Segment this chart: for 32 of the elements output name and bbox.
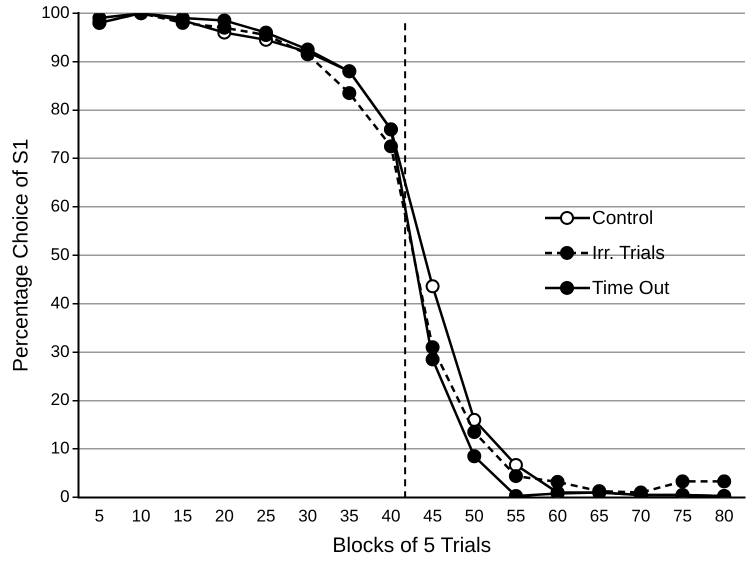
x-tick-label: 80 xyxy=(714,506,734,526)
x-tick-label: 55 xyxy=(506,506,526,526)
x-axis-title: Blocks of 5 Trials xyxy=(332,534,492,558)
y-tick-label: 80 xyxy=(50,100,70,119)
y-tick-label: 60 xyxy=(50,196,70,216)
x-tick-label: 65 xyxy=(590,506,609,526)
y-tick-label: 50 xyxy=(50,244,70,264)
y-tick-label: 20 xyxy=(50,390,70,410)
x-tick-label: 15 xyxy=(173,506,192,526)
x-tick-label: 10 xyxy=(132,506,151,526)
x-tick-label: 75 xyxy=(673,506,692,526)
x-tick-label: 45 xyxy=(423,506,442,526)
legend-label: Control xyxy=(592,208,654,230)
y-tick-label: 70 xyxy=(50,148,70,168)
x-tick-label: 70 xyxy=(631,506,650,526)
y-tick-label: 30 xyxy=(50,342,70,361)
x-tick-label: 50 xyxy=(464,506,484,526)
x-tick-label: 35 xyxy=(340,506,359,526)
y-tick-label: 0 xyxy=(60,487,70,506)
legend-label: Time Out xyxy=(592,278,670,300)
y-tick-label: 100 xyxy=(41,2,70,22)
y-tick-label: 40 xyxy=(50,293,70,312)
legend-label: Irr. Trials xyxy=(592,243,665,264)
x-tick-label: 20 xyxy=(214,506,234,526)
y-tick-label: 90 xyxy=(50,51,70,70)
y-axis-title: Percentage Choice of S1 xyxy=(9,138,32,372)
x-tick-label: 60 xyxy=(548,506,568,526)
y-tick-label: 10 xyxy=(50,438,70,458)
x-tick-label: 25 xyxy=(256,506,276,526)
x-tick-label: 30 xyxy=(298,506,318,526)
x-tick-label: 5 xyxy=(94,506,104,526)
x-tick-label: 40 xyxy=(381,506,400,526)
